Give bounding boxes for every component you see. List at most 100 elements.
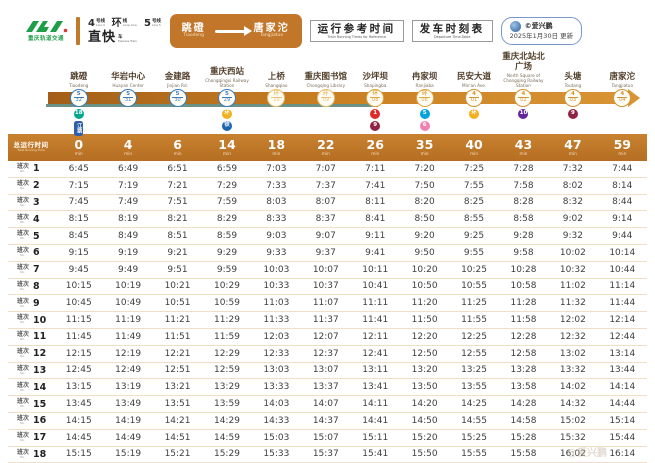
time-cell: 13:28	[510, 365, 537, 376]
time-cell: 6:45	[68, 163, 89, 174]
time-cell: 13:11	[362, 365, 389, 376]
offset-min-unit: min	[124, 151, 133, 157]
time-cell: 9:29	[216, 247, 238, 258]
offset-header-cell: 43 min	[499, 138, 548, 157]
offset-header-cell: 59 min	[598, 138, 647, 157]
time-cell: 9:11	[365, 231, 386, 242]
offset-min-unit: min	[74, 151, 83, 157]
station-name-cn: 冉家坝	[411, 71, 438, 82]
time-cell: 8:15	[68, 214, 89, 225]
trip-label: 班次 No. 14	[8, 382, 54, 393]
station-name: 金建路 Jinjian Rd.	[165, 54, 191, 88]
time-cell: 7:55	[463, 180, 485, 191]
trip-label: 班次 No. 11	[8, 331, 54, 342]
interchange-badges: 18 江跳	[73, 107, 84, 136]
offset-min-unit: min	[371, 151, 380, 157]
time-cell: 12:28	[510, 331, 537, 342]
time-cell: 8:37	[315, 214, 336, 225]
marker-line-code: 4	[570, 90, 575, 97]
time-cell: 9:19	[118, 247, 139, 258]
station-name: 重庆西站 Chongqingxi Railway Station	[202, 54, 251, 88]
time-cell: 15:03	[263, 432, 290, 443]
station-column: 头塘 Toutang 4 03 9	[548, 54, 597, 136]
station-name: 重庆北站北广场 North Square of Chongqing Railway…	[499, 53, 548, 88]
time-cell: 15:14	[609, 415, 636, 426]
timetable-row: 班次 No. 16 14:15 14:19 14:21 14:29 14:33 14:37 14:…	[8, 413, 647, 430]
trip-number: 4	[33, 213, 40, 225]
time-cell: 7:21	[167, 180, 188, 191]
crt-logo-icon	[26, 21, 68, 33]
interchange-line-badge: 环	[469, 109, 480, 119]
time-cell: 10:45	[65, 298, 92, 309]
station-marker: 5 30	[168, 88, 187, 107]
trip-label-en: No.	[20, 421, 26, 426]
trip-label: 班次 No. 16	[8, 415, 54, 426]
timetable-row: 班次 No. 12 12:15 12:19 12:21 12:29 12:33 12:37 12:…	[8, 346, 647, 363]
time-cell: 8:11	[365, 197, 386, 208]
time-cell: 7:15	[68, 180, 89, 191]
station-marker: 环 08	[366, 88, 385, 107]
time-cell: 9:44	[612, 231, 633, 242]
time-cell: 9:49	[118, 264, 139, 275]
time-cell: 14:37	[312, 415, 339, 426]
trip-number: 11	[33, 331, 47, 343]
time-cell: 14:28	[510, 399, 537, 410]
route-pill: 跳磴 Tiaodeng 唐家沱 Tangjiatuo	[169, 14, 302, 48]
time-cell: 10:14	[609, 247, 636, 258]
time-cell: 13:44	[609, 365, 636, 376]
marker-station-number: 31	[122, 97, 134, 104]
trip-label-cn: 班次	[17, 398, 30, 406]
marker-station-number: 04	[617, 97, 628, 104]
time-cell: 11:25	[461, 298, 487, 309]
marker-line-code: 4	[521, 90, 526, 97]
marker-line-code: 5	[76, 90, 81, 97]
time-cell: 12:44	[609, 331, 636, 342]
time-cell: 8:59	[216, 231, 238, 242]
offset-header-cell: 35 min	[400, 138, 449, 157]
time-cell: 11:15	[65, 315, 92, 326]
offset-minutes: 47	[564, 136, 582, 152]
trip-number: 3	[33, 196, 40, 208]
trip-label-stack: 班次 No.	[17, 164, 29, 173]
station-name-en: Chongqingxi Railway Station	[205, 77, 249, 88]
time-cell: 10:51	[164, 298, 191, 309]
time-cell: 11:51	[164, 331, 191, 342]
station-name-en: Jinjian Rd.	[167, 82, 188, 88]
time-cell: 8:25	[463, 197, 485, 208]
trip-label-en: No.	[20, 270, 26, 274]
time-cell: 12:03	[263, 331, 290, 342]
offset-minutes: 6	[173, 136, 182, 152]
interchange-line-badge: 18	[73, 109, 84, 119]
route-line-bar	[48, 89, 640, 107]
trip-number: 8	[33, 280, 40, 292]
station-column: 跳磴 Tiaodeng 5 32 18 江跳	[54, 54, 103, 136]
time-cell: 8:19	[118, 214, 139, 225]
watermark: @爱兴鹏	[567, 448, 607, 459]
time-cell: 15:32	[559, 432, 586, 443]
station-name-en: Shapingba	[364, 82, 387, 88]
station-name-cn: 金建路	[164, 71, 191, 82]
interchange-badges: 环铁	[221, 107, 232, 136]
station-column: 华岩中心 Huayan Center 5 31	[103, 54, 152, 136]
time-cell: 10:21	[164, 281, 191, 292]
trip-label-stack: 班次 No.	[17, 449, 29, 459]
offset-min-unit: min	[223, 151, 231, 157]
offset-header-cell: 14 min	[202, 138, 251, 157]
offset-header-cell: 40 min	[449, 138, 498, 157]
trip-label-cn: 班次	[17, 432, 30, 440]
time-cell: 14:45	[65, 432, 92, 443]
time-cell: 11:45	[65, 331, 92, 342]
time-cell: 11:37	[312, 315, 339, 326]
time-cell: 7:59	[216, 197, 238, 208]
time-cell: 14:58	[510, 415, 537, 426]
time-cell: 15:29	[213, 449, 240, 460]
time-cell: 8:02	[562, 180, 583, 191]
time-cell: 13:21	[164, 382, 191, 393]
station-column: 民安大道 Min'an Ave. 4 01 环	[449, 54, 498, 136]
marker-station-number: 01	[468, 97, 480, 104]
station-name: 跳磴 Tiaodeng	[69, 54, 88, 88]
time-cell: 14:02	[559, 382, 586, 393]
time-cell: 9:02	[562, 214, 583, 225]
time-cell: 9:21	[167, 247, 188, 258]
